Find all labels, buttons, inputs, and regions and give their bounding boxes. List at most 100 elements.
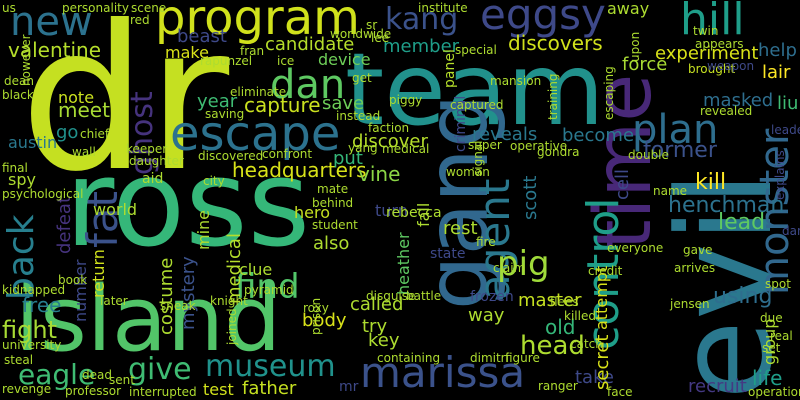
cloud-word-name: name	[653, 184, 688, 198]
cloud-word-dean: dean	[4, 74, 34, 88]
cloud-word-spot: spot	[765, 277, 791, 291]
cloud-word-member: member	[383, 36, 460, 57]
cloud-word-also: also	[313, 233, 350, 254]
cloud-word-way: way	[468, 305, 505, 326]
cloud-word-spy: spy	[8, 170, 36, 189]
cloud-word-piggy: piggy	[389, 93, 423, 107]
cloud-word-double: double	[628, 148, 669, 162]
cloud-word-institute: institute	[418, 1, 468, 15]
cloud-word-team: team	[345, 31, 605, 148]
cloud-word-interrupted: interrupted	[129, 385, 197, 399]
cloud-word-fran: fran	[240, 44, 265, 58]
cloud-word-turn: turn	[375, 201, 408, 220]
cloud-word-kill: kill	[695, 170, 727, 195]
cloud-word-help: help	[758, 40, 797, 61]
cloud-word-revealed: revealed	[700, 104, 753, 118]
cloud-word-mr: mr	[339, 379, 359, 395]
cloud-word-using: using	[713, 284, 773, 309]
cloud-word-knight: knight	[210, 294, 248, 308]
cloud-word-note: note	[58, 88, 95, 107]
cloud-word-reveals: reveals	[472, 124, 538, 145]
cloud-word-vine: vine	[358, 162, 401, 186]
cloud-word-us: us	[2, 1, 16, 15]
cloud-word-fire: fire	[476, 235, 496, 249]
cloud-word-steal: steal	[4, 353, 34, 367]
cloud-word-island: island	[15, 267, 282, 372]
cloud-word-saving: saving	[205, 107, 245, 121]
cloud-word-masked: masked	[703, 90, 774, 111]
cloud-word-twin: twin	[693, 24, 719, 38]
cloud-word-upon: upon	[628, 31, 642, 62]
cloud-word-leader: leader	[771, 123, 800, 137]
cloud-word-sr: sr	[366, 18, 378, 32]
cloud-word-explains: explains	[773, 150, 787, 200]
cloud-word-master: master	[518, 290, 582, 311]
cloud-word-later: later	[100, 294, 128, 308]
cloud-word-lee: lee	[371, 31, 390, 45]
cloud-word-dead: dead	[82, 368, 112, 382]
cloud-word-return: return	[89, 249, 108, 298]
cloud-word-figure: figure	[505, 351, 540, 365]
cloud-word-old: old	[545, 315, 576, 339]
cloud-word-operation: operation	[748, 385, 800, 399]
cloud-word-keeper: keeper	[126, 142, 168, 156]
cloud-word-rapunzel: rapunzel	[200, 54, 253, 68]
cloud-word-valentine: valentine	[8, 38, 102, 62]
cloud-word-worldwide: worldwide	[330, 27, 392, 41]
cloud-word-captured: captured	[450, 98, 504, 112]
cloud-word-credit: credit	[588, 264, 623, 278]
cloud-word-joined: joined	[225, 308, 239, 345]
cloud-word-head: head	[520, 331, 585, 361]
cloud-word-state: state	[430, 246, 466, 262]
cloud-word-gave: gave	[683, 243, 713, 257]
cloud-word-super: super	[468, 138, 502, 152]
cloud-word-roxy: roxy	[303, 301, 329, 315]
cloud-word-pig: pig	[497, 244, 550, 284]
cloud-word-signal: signal	[471, 140, 485, 177]
cloud-word-arrives: arrives	[674, 261, 716, 275]
cloud-word-catch: catch	[570, 337, 603, 351]
cloud-word-free: free	[22, 293, 62, 317]
cloud-word-become: become	[562, 125, 635, 146]
cloud-word-rebecca: rebecca	[386, 205, 442, 221]
cloud-word-pyramid: pyramid	[244, 283, 294, 297]
cloud-word-find: find	[235, 267, 300, 307]
cloud-word-final: final	[2, 161, 28, 175]
cloud-word-discovers: discovers	[508, 31, 603, 55]
cloud-word-sent: sent	[109, 373, 135, 387]
cloud-word-faction: faction	[368, 121, 410, 135]
cloud-word-flees: flees	[550, 295, 579, 309]
cloud-word-mansion: mansion	[490, 74, 542, 88]
cloud-word-year: year	[197, 91, 238, 112]
cloud-word-real: real	[770, 329, 793, 343]
cloud-word-liu: liu	[777, 93, 799, 114]
cloud-word-father: father	[242, 378, 297, 399]
cloud-word-city: city	[203, 174, 225, 188]
cloud-word-new: new	[10, 0, 93, 45]
cloud-word-behind: behind	[312, 196, 354, 210]
cloud-word-number: number	[71, 259, 90, 322]
cloud-word-brought: brought	[688, 62, 736, 76]
cloud-word-frozen: frozen	[470, 289, 514, 305]
cloud-word-chief: chief	[80, 127, 110, 141]
cloud-word-black: black	[2, 88, 34, 102]
cloud-word-capture: capture	[244, 93, 321, 117]
cloud-word-candidate: candidate	[265, 34, 355, 55]
cloud-word-take: take	[575, 367, 614, 388]
cloud-word-called: called	[350, 294, 404, 315]
cloud-word-discover: discover	[352, 131, 428, 152]
cloud-word-escape: escape	[170, 106, 341, 162]
cloud-word-rest: rest	[443, 218, 478, 239]
cloud-word-dan: dan	[270, 62, 346, 108]
cloud-word-set: set	[762, 341, 781, 355]
cloud-word-meet: meet	[58, 98, 110, 122]
cloud-word-medical: medical	[382, 142, 430, 156]
cloud-word-heather: heather	[394, 232, 413, 295]
cloud-word-aid: aid	[142, 171, 164, 187]
cloud-word-ross: ross	[65, 135, 311, 274]
cloud-word-force: force	[622, 54, 668, 75]
cloud-word-appears: appears	[695, 37, 744, 51]
cloud-word-instead: instead	[336, 109, 381, 123]
cloud-word-henchman: henchman	[668, 193, 785, 218]
